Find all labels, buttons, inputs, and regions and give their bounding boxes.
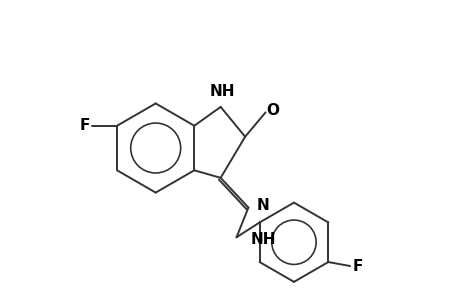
Text: F: F [79, 118, 90, 133]
Text: F: F [352, 259, 363, 274]
Text: N: N [256, 198, 269, 213]
Text: NH: NH [209, 84, 235, 99]
Text: NH: NH [250, 232, 275, 247]
Text: O: O [265, 103, 278, 118]
